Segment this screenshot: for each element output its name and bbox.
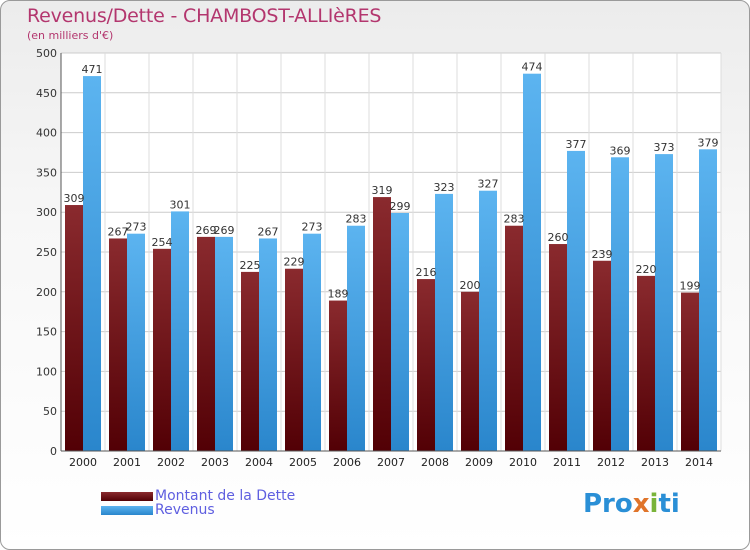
bar-revenus: [523, 73, 541, 452]
bar-debt: [65, 205, 83, 451]
legend-swatch-revenus: [101, 505, 153, 515]
x-tick-label: 2000: [69, 456, 97, 469]
y-tick-label: 450: [36, 87, 57, 100]
bar-debt: [461, 291, 479, 451]
data-label-revenus: 301: [170, 198, 191, 211]
y-tick-label: 350: [36, 166, 57, 179]
data-label-revenus: 323: [434, 181, 455, 194]
data-label-revenus: 273: [126, 221, 147, 234]
x-tick-label: 2013: [641, 456, 669, 469]
bar-revenus: [259, 238, 277, 451]
bar-revenus: [127, 233, 145, 451]
y-tick-label: 50: [43, 405, 57, 418]
data-label-debt: 225: [240, 259, 261, 272]
x-tick-label: 2002: [157, 456, 185, 469]
legend-item-debt: Montant de la Dette: [101, 488, 295, 504]
bar-revenus: [479, 190, 497, 451]
y-tick-label: 200: [36, 286, 57, 299]
bar-debt: [373, 197, 391, 451]
data-label-revenus: 299: [390, 200, 411, 213]
data-label-revenus: 269: [214, 224, 235, 237]
x-tick-label: 2012: [597, 456, 625, 469]
data-label-revenus: 327: [478, 178, 499, 191]
data-label-debt: 309: [64, 192, 85, 205]
bar-revenus: [303, 233, 321, 451]
y-tick-label: 150: [36, 326, 57, 339]
proxiti-logo: Proxiti: [583, 489, 680, 519]
chart-title: Revenus/Dette - CHAMBOST-ALLIèRES: [27, 5, 382, 27]
data-label-revenus: 373: [654, 141, 675, 154]
data-label-debt: 254: [152, 236, 173, 249]
y-tick-label: 0: [50, 445, 57, 458]
data-label-revenus: 283: [346, 213, 367, 226]
data-label-revenus: 377: [566, 138, 587, 151]
bar-debt: [549, 244, 567, 451]
x-tick-label: 2004: [245, 456, 273, 469]
x-tick-label: 2010: [509, 456, 537, 469]
bar-revenus: [611, 157, 629, 451]
data-label-debt: 229: [284, 256, 305, 269]
x-tick-label: 2011: [553, 456, 581, 469]
data-label-revenus: 273: [302, 221, 323, 234]
bar-revenus: [391, 212, 409, 451]
bar-debt: [153, 248, 171, 451]
bar-debt: [593, 260, 611, 451]
bar-debt: [637, 275, 655, 451]
data-label-debt: 269: [196, 224, 217, 237]
x-tick-label: 2008: [421, 456, 449, 469]
x-tick-label: 2014: [685, 456, 713, 469]
bar-debt: [329, 300, 347, 451]
x-tick-label: 2006: [333, 456, 361, 469]
bar-revenus: [171, 211, 189, 451]
bar-revenus: [215, 236, 233, 451]
data-label-debt: 260: [548, 231, 569, 244]
y-tick-label: 250: [36, 246, 57, 259]
y-tick-label: 500: [36, 47, 57, 60]
bar-debt: [241, 271, 259, 451]
legend-label-debt: Montant de la Dette: [155, 488, 296, 504]
bar-revenus: [567, 150, 585, 451]
bar-debt: [417, 279, 435, 451]
x-tick-label: 2009: [465, 456, 493, 469]
data-label-debt: 319: [372, 184, 393, 197]
data-label-debt: 267: [108, 225, 129, 238]
legend-swatch-debt: [101, 491, 153, 501]
data-label-debt: 283: [504, 213, 525, 226]
bar-debt: [505, 225, 523, 451]
y-tick-label: 300: [36, 206, 57, 219]
data-label-revenus: 471: [82, 63, 103, 76]
data-label-revenus: 369: [610, 144, 631, 157]
x-tick-label: 2001: [113, 456, 141, 469]
legend-item-revenus: Revenus: [101, 502, 215, 518]
bar-debt: [197, 236, 215, 451]
data-label-revenus: 379: [698, 136, 719, 149]
data-label-revenus: 267: [258, 225, 279, 238]
x-tick-label: 2005: [289, 456, 317, 469]
bar-revenus: [435, 193, 453, 451]
x-tick-label: 2007: [377, 456, 405, 469]
data-label-debt: 239: [592, 248, 613, 261]
bar-revenus: [699, 149, 717, 452]
chart-subtitle: (en milliers d'€): [27, 29, 114, 42]
y-tick-label: 400: [36, 127, 57, 140]
bar-revenus: [83, 76, 101, 452]
data-label-debt: 200: [460, 279, 481, 292]
bar-revenus: [655, 154, 673, 452]
data-label-debt: 199: [680, 280, 701, 293]
data-label-debt: 220: [636, 263, 657, 276]
bar-debt: [109, 238, 127, 451]
data-label-debt: 189: [328, 288, 349, 301]
data-label-debt: 216: [416, 266, 437, 279]
bar-debt: [285, 268, 303, 451]
bar-revenus: [347, 225, 365, 451]
y-tick-label: 100: [36, 365, 57, 378]
data-label-revenus: 474: [522, 61, 543, 74]
x-tick-label: 2003: [201, 456, 229, 469]
bar-debt: [681, 292, 699, 451]
legend-label-revenus: Revenus: [155, 502, 215, 518]
